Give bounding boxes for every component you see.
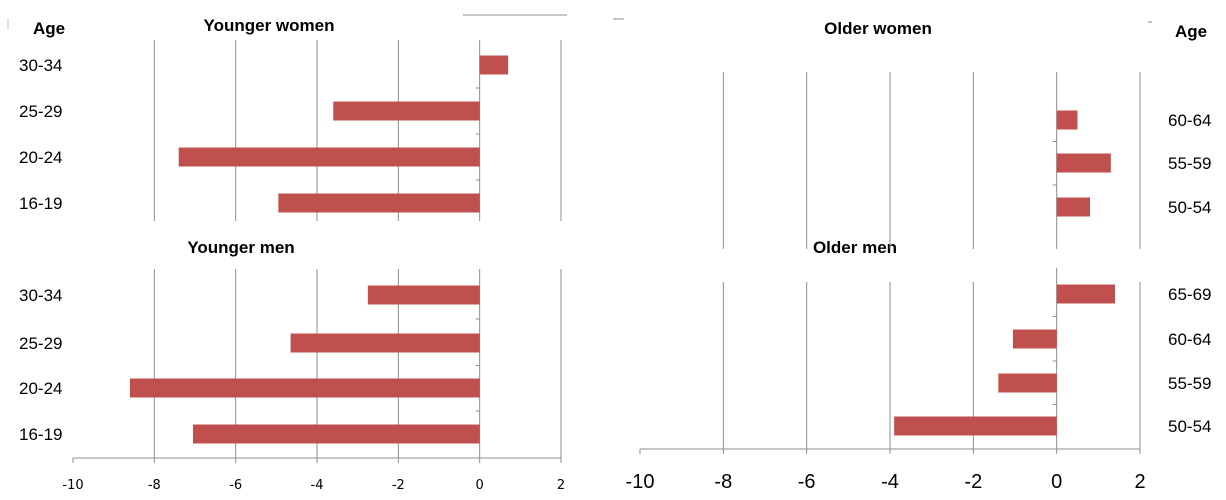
x-tick-label: -6 [229,478,242,493]
panel-title-older-men: Older men [813,238,897,257]
category-label: 65-69 [1168,285,1211,304]
bar-50-54 [1056,197,1090,217]
category-label: 30-34 [19,286,62,305]
panel-title-younger-men: Younger men [187,238,294,257]
x-tick-label: -4 [311,478,324,493]
x-tick-label: 0 [1051,471,1062,493]
category-label: 25-29 [19,102,62,121]
right-age-label: Age [1175,22,1207,41]
category-label: 16-19 [19,425,62,444]
bar-55-59 [998,373,1057,393]
category-label: 16-19 [19,194,62,213]
category-label: 55-59 [1168,374,1211,393]
x-tick-label: 2 [557,478,565,493]
bar-20-24 [129,378,480,398]
category-label: 50-54 [1168,198,1211,217]
x-tick-label: -10 [626,471,655,493]
x-tick-label: 0 [476,478,484,493]
bar-30-34 [367,285,480,305]
category-label: 20-24 [19,379,62,398]
bar-30-34 [479,55,509,75]
x-tick-label: -4 [881,471,899,493]
bar-60-64 [1056,110,1078,130]
category-label: 60-64 [1168,111,1211,130]
x-tick-label: -6 [798,471,816,493]
panel-2: 50-54 55-59 60-64 [722,72,1211,249]
x-tick-label: -2 [392,478,405,493]
panel-1: 16-19 20-24 25-29 30-34 [19,269,562,458]
chart-marks: 16-19 20-24 25-29 30-34 16-19 20-24 25-29 30-34… [19,40,1211,493]
category-label: 55-59 [1168,154,1211,173]
panel-title-older-women: Older women [824,19,932,38]
bar-50-54 [894,416,1057,436]
x-tick-label: -8 [714,471,732,493]
x-tick-label: -8 [148,478,161,493]
x-tick-label: -2 [964,471,982,493]
category-label: 20-24 [19,148,62,167]
panel-title-younger-women: Younger women [204,16,335,35]
bar-20-24 [178,147,480,167]
category-label: 25-29 [19,334,62,353]
category-label: 50-54 [1168,417,1211,436]
panel-3: 50-54 55-59 60-64 65-69 [722,268,1211,449]
panel-0: 16-19 20-24 25-29 30-34 [19,40,562,221]
bar-60-64 [1012,329,1057,349]
bar-25-29 [333,101,480,121]
left-age-label: Age [33,19,65,38]
x-tick-label: -10 [62,478,83,493]
x-tick-label: 2 [1134,471,1145,493]
category-label: 30-34 [19,56,62,75]
bar-16-19 [192,424,480,444]
bar-55-59 [1056,153,1111,173]
bar-25-29 [290,333,480,353]
bar-65-69 [1056,284,1115,304]
bar-16-19 [278,193,480,213]
category-label: 60-64 [1168,330,1211,349]
